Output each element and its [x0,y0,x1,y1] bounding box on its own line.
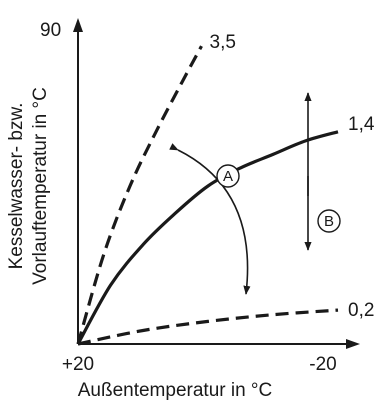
x-tick-label-end: -20 [309,354,336,375]
y-tick-label-top: 90 [40,20,61,41]
y-axis-title-line2: Vorlauftemperatur in °C [30,87,51,285]
x-axis-title: Außentemperatur in °C [78,380,273,401]
annotation-b-circle [317,209,341,233]
annotation-a-circle [216,164,240,188]
annotation-a-arrow [169,143,251,295]
annotation-b-label: B [324,213,334,230]
series-label-1-4: 1,4 [348,114,375,135]
x-axis-arrowhead [346,339,360,349]
series-label-0-2: 0,2 [348,300,374,321]
y-axis-arrowhead [73,18,83,32]
heating-curve-0-2 [77,308,339,346]
annotation-a-label: A [223,168,233,185]
series-label-3-5: 3,5 [210,32,236,53]
y-axis-title-line1: Kesselwasser- bzw. [6,103,27,270]
heating-curve-3-5 [76,45,203,345]
x-tick-label-start: +20 [62,354,94,375]
